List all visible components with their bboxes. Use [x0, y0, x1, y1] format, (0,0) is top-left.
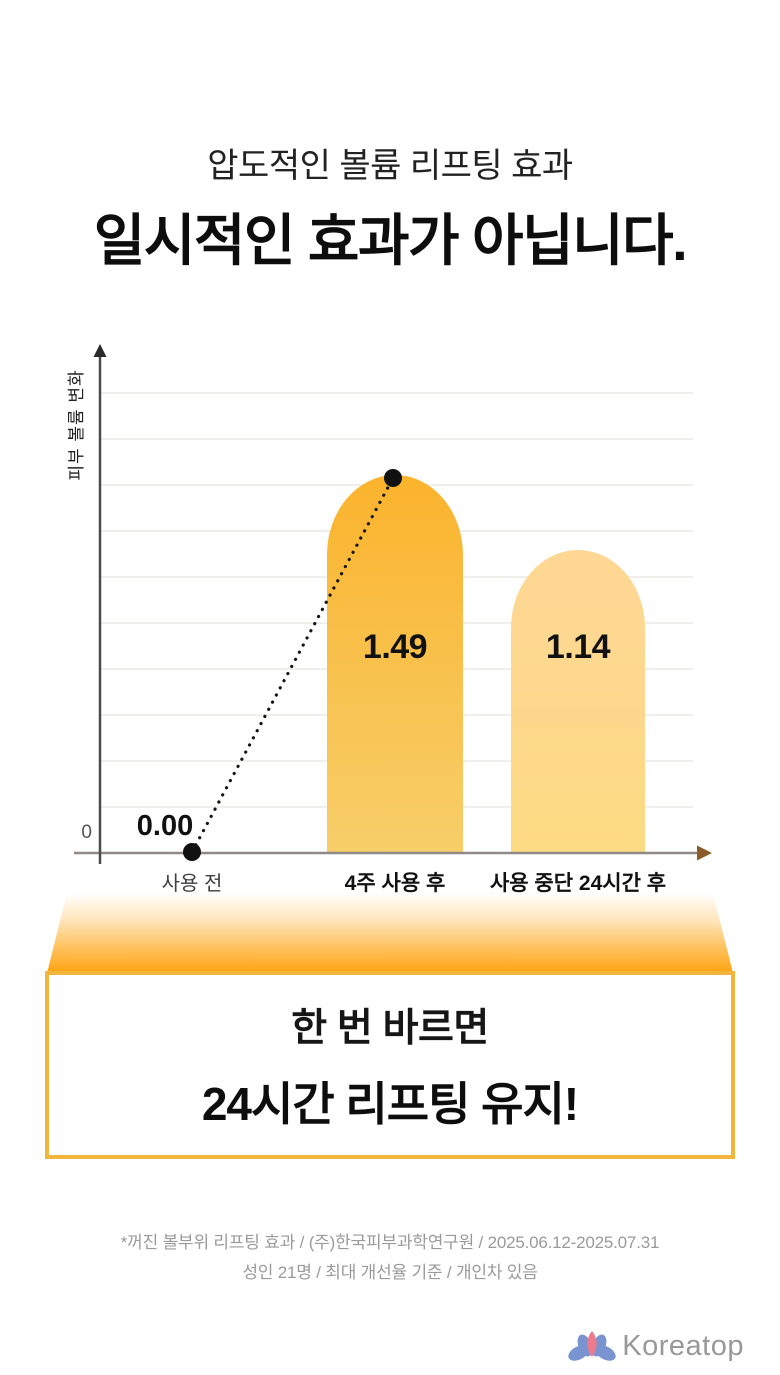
bar-24h-after-stop	[511, 550, 645, 853]
x-tick-before-use: 사용 전	[161, 873, 223, 895]
bar-4weeks	[327, 475, 463, 853]
footnote-line2: 성인 21명 / 최대 개선율 기준 / 개인차 있음	[242, 1263, 538, 1282]
x-tick-24h-after-stop: 사용 중단 24시간 후	[489, 872, 667, 895]
gridline	[100, 438, 693, 440]
data-point-4weeks	[384, 469, 402, 487]
volume-lifting-chart: 피부 볼륨 변화 0 0.00 1.49 1.14 사용 전 4주 사용 후 사…	[60, 340, 750, 906]
data-point-before-use	[183, 843, 201, 861]
lotus-icon	[568, 1331, 616, 1361]
y-axis-arrow-icon	[93, 344, 107, 357]
chart-axes-overlay	[74, 344, 712, 864]
value-label-before-use: 0.00	[136, 810, 194, 842]
brand-logo: Koreatop	[568, 1327, 744, 1365]
gridline	[100, 392, 693, 394]
highlight-banner: 한 번 바르면 24시간 리프팅 유지!	[45, 971, 735, 1159]
origin-tick: 0	[81, 822, 92, 843]
page-subtitle: 압도적인 볼륨 리프팅 효과	[207, 147, 573, 185]
page-title: 일시적인 효과가 아닙니다.	[93, 209, 688, 272]
x-axis-arrow-icon	[697, 845, 712, 861]
dotted-trend-line	[190, 476, 395, 854]
banner-line1: 한 번 바르면	[291, 1006, 489, 1050]
x-tick-4weeks: 4주 사용 후	[344, 872, 446, 895]
banner-line2: 24시간 리프팅 유지!	[201, 1077, 579, 1130]
y-axis-label: 피부 볼륨 변화	[67, 369, 86, 481]
footnote-line1: *꺼진 볼부위 리프팅 효과 / (주)한국피부과학연구원 / 2025.06.…	[120, 1233, 660, 1252]
podium-gradient-top	[47, 893, 733, 973]
brand-name: Koreatop	[622, 1329, 744, 1362]
value-label-4weeks: 1.49	[362, 628, 428, 666]
value-label-24h-after-stop: 1.14	[545, 628, 611, 666]
